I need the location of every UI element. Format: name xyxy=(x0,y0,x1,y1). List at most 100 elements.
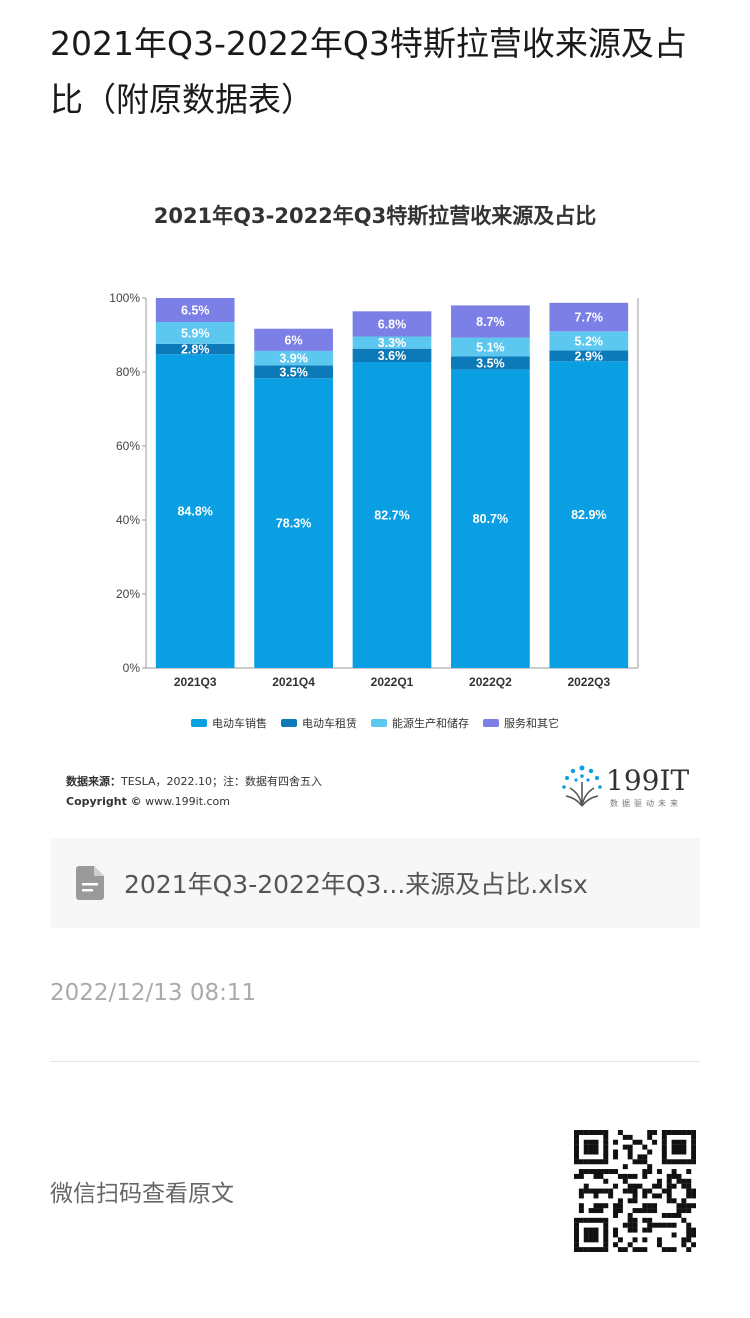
qr-module xyxy=(574,1130,579,1135)
qr-module xyxy=(617,1208,623,1214)
qr-module xyxy=(681,1139,687,1145)
bar-segment xyxy=(254,350,333,366)
bar-segment xyxy=(451,305,530,338)
qr-module xyxy=(598,1159,604,1165)
qr-module xyxy=(627,1188,633,1194)
qr-module xyxy=(608,1169,614,1175)
qr-module xyxy=(613,1208,619,1214)
qr-module xyxy=(681,1203,687,1209)
qr-module xyxy=(691,1242,696,1248)
qr-module xyxy=(681,1198,687,1204)
data-label: 2.9% xyxy=(575,349,604,363)
qr-module xyxy=(676,1203,682,1209)
qr-module xyxy=(593,1188,599,1194)
data-label: 80.7% xyxy=(473,512,508,526)
data-label: 2.8% xyxy=(181,343,210,357)
qr-module xyxy=(583,1130,589,1135)
qr-module xyxy=(593,1144,599,1150)
qr-module xyxy=(652,1203,658,1209)
qr-module xyxy=(666,1198,672,1204)
source-line: 数据来源：TESLA，2022.10；注：数据有四舍五入 xyxy=(66,772,322,792)
qr-module xyxy=(574,1217,579,1223)
qr-module xyxy=(603,1134,609,1140)
qr-module xyxy=(588,1144,594,1150)
qr-module xyxy=(691,1130,696,1135)
qr-module xyxy=(632,1159,638,1165)
qr-module xyxy=(583,1139,589,1145)
qr-module xyxy=(647,1217,653,1223)
y-tick-label: 100% xyxy=(109,291,140,305)
qr-module xyxy=(632,1237,638,1243)
qr-module xyxy=(686,1188,692,1194)
qr-module xyxy=(617,1130,623,1135)
qr-module xyxy=(613,1203,619,1209)
qr-module xyxy=(574,1227,579,1233)
qr-module xyxy=(583,1247,589,1252)
qr-module xyxy=(691,1188,696,1194)
qr-module xyxy=(671,1144,677,1150)
data-label: 7.7% xyxy=(575,311,604,325)
qr-module xyxy=(622,1247,628,1252)
qr-module xyxy=(627,1227,633,1233)
qr-module xyxy=(593,1203,599,1209)
qr-module xyxy=(671,1169,677,1175)
qr-module xyxy=(656,1183,662,1189)
qr-module xyxy=(578,1203,584,1209)
qr-module xyxy=(671,1173,677,1179)
qr-module xyxy=(613,1139,619,1145)
qr-code[interactable] xyxy=(574,1130,696,1252)
qr-module xyxy=(691,1203,696,1209)
qr-module xyxy=(598,1208,604,1214)
qr-module xyxy=(686,1169,692,1175)
qr-module xyxy=(632,1208,638,1214)
bar-segment xyxy=(549,302,629,332)
qr-module xyxy=(681,1183,687,1189)
qr-module xyxy=(603,1154,609,1160)
qr-module xyxy=(642,1154,648,1160)
chart-legend: 电动车销售 电动车租赁 能源生产和储存 服务和其它 xyxy=(50,715,700,731)
qr-module xyxy=(656,1193,662,1199)
legend-item: 服务和其它 xyxy=(483,715,559,731)
qr-module xyxy=(622,1188,628,1194)
qr-module xyxy=(666,1247,672,1252)
data-label: 84.8% xyxy=(177,505,212,519)
bar-segment xyxy=(155,322,235,344)
qr-module xyxy=(608,1193,614,1199)
qr-module xyxy=(627,1173,633,1179)
qr-module xyxy=(652,1130,658,1135)
stacked-bar-chart: 0% 20% 40% 60% 80% 100% 84.8% 2.8% 5.9% 6.5% 2021Q… xyxy=(109,291,639,689)
qr-module xyxy=(613,1183,619,1189)
qr-module xyxy=(647,1169,653,1175)
qr-module xyxy=(588,1159,594,1165)
qr-module xyxy=(686,1232,692,1238)
qr-module xyxy=(686,1130,692,1135)
data-label: 5.9% xyxy=(181,326,210,340)
attachment-file-name[interactable]: 2021年Q3-2022年Q3...来源及占比.xlsx xyxy=(124,870,588,899)
qr-module xyxy=(627,1222,633,1228)
data-label: 8.7% xyxy=(476,315,505,329)
qr-module xyxy=(617,1173,623,1179)
qr-module xyxy=(681,1178,687,1184)
qr-module xyxy=(603,1139,609,1145)
qr-module xyxy=(676,1139,682,1145)
bar-segment xyxy=(451,356,530,370)
qr-module xyxy=(666,1193,672,1199)
attachment-file-card[interactable]: 2021年Q3-2022年Q3...来源及占比.xlsx xyxy=(50,838,700,928)
qr-module xyxy=(583,1232,589,1238)
data-label: 6% xyxy=(285,333,303,347)
copyright-line: Copyright © www.199it.com xyxy=(66,792,322,812)
qr-module xyxy=(666,1173,672,1179)
legend-swatch-ev-sales xyxy=(191,719,207,727)
qr-module xyxy=(661,1130,667,1135)
qr-module xyxy=(588,1149,594,1155)
qr-module xyxy=(593,1173,599,1179)
qr-module xyxy=(681,1217,687,1223)
qr-module xyxy=(593,1169,599,1175)
bar-segment xyxy=(352,336,432,349)
y-tick-label: 60% xyxy=(116,439,140,453)
qr-module xyxy=(627,1212,633,1218)
bar-segment xyxy=(254,378,333,668)
qr-module xyxy=(676,1144,682,1150)
qr-module xyxy=(588,1237,594,1243)
qr-module xyxy=(598,1130,604,1135)
